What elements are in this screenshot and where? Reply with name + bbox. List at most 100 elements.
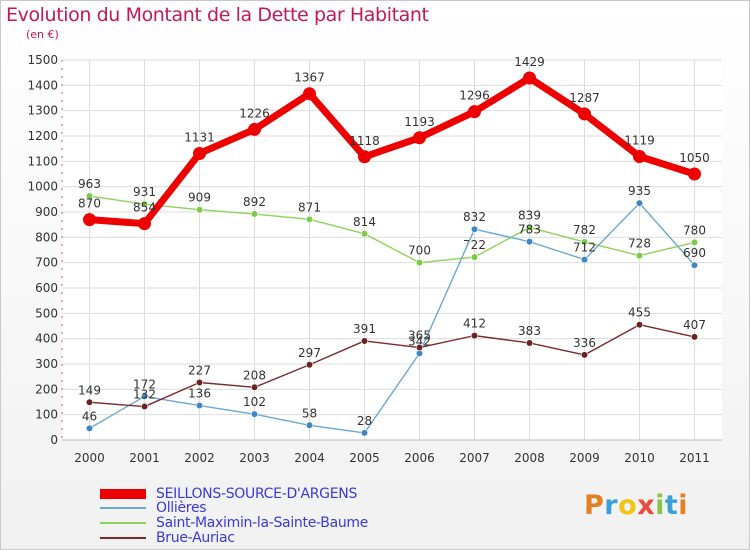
data-point [195, 378, 204, 387]
y-tick-label: 400 [35, 332, 58, 346]
data-point [140, 200, 149, 208]
series-line [88, 202, 696, 434]
x-tick-label: 2003 [239, 451, 270, 465]
data-point [470, 332, 479, 340]
x-tick-label: 2000 [74, 451, 105, 465]
data-point [303, 87, 316, 101]
data-label: 149 [78, 383, 101, 397]
y-tick-label: 500 [35, 306, 58, 320]
y-tick-label: 300 [35, 357, 58, 371]
data-label: 1226 [239, 106, 270, 120]
data-label: 1367 [294, 71, 325, 85]
x-tick-label: 2006 [404, 451, 435, 465]
data-point [470, 225, 479, 233]
data-point [140, 392, 149, 401]
data-label: 336 [573, 336, 596, 350]
data-point [360, 429, 369, 437]
data-point [85, 398, 94, 406]
y-tick-label: 1100 [27, 154, 58, 168]
data-label: 172 [133, 377, 156, 391]
data-point [580, 351, 589, 359]
data-label: 854 [133, 201, 156, 215]
data-label: 1050 [679, 151, 710, 165]
series-line-seillons [86, 74, 698, 228]
x-tick-label: 2009 [569, 451, 600, 465]
data-point [250, 410, 259, 418]
data-label: 780 [683, 223, 706, 237]
data-label: 407 [683, 318, 706, 332]
data-label: 365 [408, 329, 431, 343]
data-point [250, 210, 259, 218]
data-label: 722 [463, 238, 486, 252]
logo-letter: P [584, 490, 605, 521]
plot-area [62, 60, 722, 440]
y-tick-label: 1000 [27, 180, 58, 194]
data-label: 208 [243, 368, 266, 382]
data-label: 132 [133, 388, 156, 402]
data-label: 839 [518, 208, 541, 222]
data-point [580, 238, 589, 246]
x-tick-label: 2010 [624, 451, 655, 465]
data-point [193, 146, 206, 160]
data-label: 102 [243, 395, 266, 409]
data-point [360, 337, 369, 345]
data-point [415, 343, 424, 352]
data-label: 712 [573, 241, 596, 255]
data-point [250, 383, 259, 391]
logo-letter: t [664, 490, 679, 521]
data-point [413, 131, 426, 145]
data-label: 1296 [459, 89, 490, 103]
data-point [690, 333, 699, 341]
x-tick-label: 2002 [184, 451, 215, 465]
data-point [195, 206, 204, 214]
data-point [305, 215, 314, 223]
data-point [358, 150, 371, 164]
data-point [468, 105, 481, 119]
legend-item-seillons[interactable]: SEILLONS-SOURCE-D'ARGENS [100, 486, 357, 502]
logo-letter: x [637, 490, 656, 521]
data-point [140, 402, 149, 411]
y-tick-label: 100 [35, 408, 58, 422]
legend-label: Saint-Maximin-la-Sainte-Baume [156, 514, 369, 531]
data-point [690, 238, 699, 246]
data-label: 1429 [514, 55, 545, 69]
legend-item-brue-auriac[interactable]: Brue-Auriac [100, 530, 235, 546]
series-line [88, 324, 696, 408]
data-label: 782 [573, 223, 596, 237]
data-point [580, 256, 589, 264]
data-label: 832 [463, 210, 486, 224]
data-point [635, 199, 644, 207]
logo-letter: o [618, 490, 638, 521]
y-tick-label: 0 [50, 433, 58, 447]
x-tick-label: 2011 [679, 451, 710, 465]
data-point [688, 167, 701, 181]
data-point [415, 259, 424, 267]
data-label: 870 [78, 197, 101, 211]
legend-item-saint-maximin[interactable]: Saint-Maximin-la-Sainte-Baume [100, 514, 369, 531]
data-point [523, 71, 536, 85]
data-label: 690 [683, 246, 706, 260]
series-line [88, 195, 696, 264]
line-chart: 0 100 200 300 400 500 600 700 800 900 1000 1100 1200… [27, 53, 722, 465]
unit-label: (en €) [26, 28, 59, 41]
logo-letter: i [678, 490, 689, 521]
legend-item-ollieres[interactable]: Ollières [100, 500, 207, 516]
data-point [525, 339, 534, 347]
data-label: 871 [298, 200, 321, 214]
data-point [138, 217, 151, 231]
data-label: 1193 [404, 115, 435, 129]
data-point [360, 230, 369, 238]
data-label: 935 [628, 184, 651, 198]
legend-swatch [100, 506, 146, 509]
data-point [633, 150, 646, 164]
logo-letter: r [604, 490, 619, 521]
data-label: 227 [188, 363, 211, 377]
data-label: 892 [243, 195, 266, 209]
y-tick-label: 1500 [27, 53, 58, 67]
data-label: 909 [188, 191, 211, 205]
data-point [525, 238, 534, 246]
data-label: 297 [298, 346, 321, 360]
data-label: 1119 [624, 134, 655, 148]
legend-swatch [100, 521, 146, 524]
data-point [305, 421, 314, 429]
